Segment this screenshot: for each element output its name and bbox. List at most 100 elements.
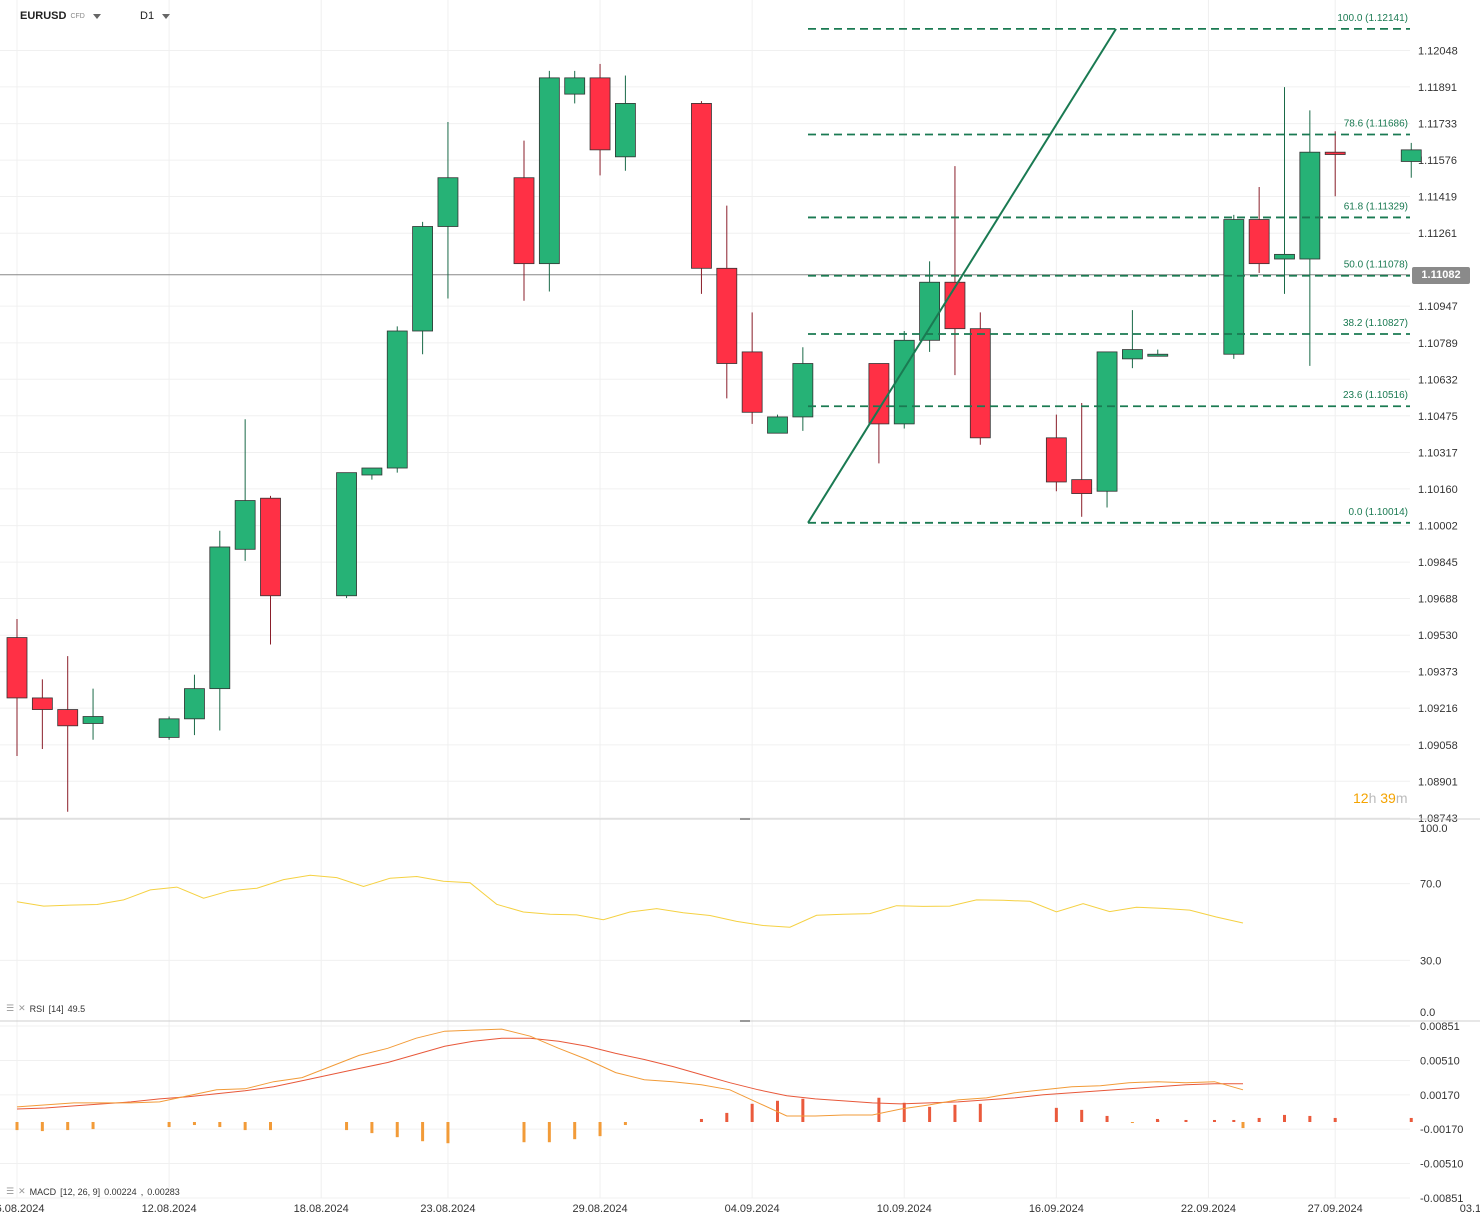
date-axis-tick-label: 18.08.2024: [294, 1203, 349, 1215]
candle-body-up: [336, 472, 357, 597]
price-axis-tick-label: 1.10160: [1418, 484, 1458, 496]
pane-resize-handle[interactable]: [740, 818, 750, 820]
date-axis-tick-label: 06.08.2024: [0, 1203, 45, 1215]
macd-histogram-bar: [1105, 1115, 1109, 1122]
macd-params: [12, 26, 9]: [60, 1186, 101, 1197]
price-axis-tick-label: 1.10475: [1418, 411, 1458, 423]
countdown-minutes: 39: [1380, 790, 1396, 806]
candle-body-up: [1096, 351, 1118, 492]
rsi-name: RSI: [29, 1003, 45, 1014]
candle-countdown: 12h 39m: [1353, 790, 1408, 806]
candle: [1096, 351, 1118, 508]
macd-histogram-bar: [623, 1122, 627, 1126]
candle-body-up: [1147, 353, 1169, 357]
macd-histogram-bar: [699, 1118, 703, 1122]
macd-histogram-bar: [1184, 1119, 1188, 1122]
chevron-down-icon[interactable]: [162, 13, 171, 19]
chevron-down-icon[interactable]: [92, 13, 101, 19]
candle-body-down: [57, 709, 79, 727]
candle: [868, 363, 890, 464]
macd-histogram-bar: [269, 1122, 272, 1131]
candle: [564, 70, 586, 104]
candle: [209, 530, 231, 731]
candle-body-down: [6, 637, 28, 699]
macd-histogram-bar: [1308, 1115, 1312, 1122]
candle-body-up: [209, 546, 231, 690]
close-icon[interactable]: ✕: [18, 1186, 26, 1196]
date-axis-tick-label: 29.08.2024: [573, 1203, 628, 1215]
candle-body-up: [82, 716, 104, 724]
candle-body-up: [564, 77, 586, 95]
macd-histogram-bar: [1155, 1118, 1159, 1122]
macd-histogram-bar: [573, 1122, 577, 1140]
candle: [538, 70, 560, 292]
candle: [792, 347, 814, 431]
macd-value: 0.00224: [104, 1186, 137, 1197]
fib-level-label: 23.6 (1.10516): [1343, 390, 1408, 401]
macd-histogram-bar: [877, 1097, 881, 1122]
price-axis-tick-label: 1.10947: [1418, 301, 1458, 313]
symbol-selector[interactable]: EURUSD CFD: [20, 10, 101, 22]
timeframe-selector[interactable]: D1: [140, 10, 171, 22]
price-axis-tick-label: 1.11733: [1418, 119, 1457, 131]
candle-body-up: [1274, 253, 1295, 260]
macd-histogram-bar: [1283, 1114, 1286, 1122]
candle-body-down: [868, 363, 890, 425]
rsi-axis-tick-label: 100.0: [1420, 823, 1448, 835]
rsi-params: [14]: [48, 1003, 64, 1014]
price-axis-tick-label: 1.10317: [1418, 447, 1458, 459]
candle-body-down: [260, 497, 281, 597]
candle: [969, 312, 991, 445]
candle: [57, 656, 79, 812]
candle-body-up: [234, 500, 256, 550]
symbol-label: EURUSD: [20, 10, 67, 22]
candle-body-down: [691, 103, 712, 269]
fib-trend-line: [807, 28, 1117, 524]
current-price-tag: 1.11082: [1412, 266, 1470, 284]
price-axis-tick-label: 1.10002: [1418, 521, 1458, 533]
price-axis-tick-label: 1.09373: [1418, 667, 1458, 679]
candle: [6, 618, 28, 756]
candle-body-up: [158, 718, 180, 738]
candle-body-up: [184, 688, 205, 720]
date-axis-tick-label: 12.08.2024: [142, 1203, 197, 1215]
macd-signal-line: [16, 1037, 1243, 1110]
menu-icon[interactable]: ☰: [6, 1003, 15, 1013]
candle-body-down: [1071, 479, 1093, 494]
macd-histogram-bar: [1232, 1119, 1236, 1122]
macd-histogram-bar: [1212, 1119, 1216, 1122]
macd-name: MACD: [29, 1186, 57, 1197]
macd-histogram-bar: [421, 1122, 425, 1142]
macd-axis-tick-label: -0.00170: [1420, 1124, 1463, 1136]
candle: [1400, 142, 1422, 178]
candle-body-up: [1223, 219, 1245, 355]
countdown-hours: 12: [1353, 790, 1369, 806]
macd-histogram-bar: [522, 1122, 526, 1143]
menu-icon[interactable]: ☰: [6, 1186, 15, 1196]
candle: [589, 63, 611, 176]
candle-body-down: [716, 267, 738, 364]
date-axis-tick-label: 27.09.2024: [1308, 1203, 1363, 1215]
price-axis-tick-label: 1.10632: [1418, 374, 1458, 386]
candle-body-up: [893, 339, 915, 425]
candle-body-up: [919, 281, 940, 341]
candle: [691, 101, 712, 294]
candle-body-up: [792, 363, 814, 418]
candle: [31, 679, 53, 750]
candle: [158, 716, 180, 740]
timeframe-label: D1: [140, 10, 155, 22]
price-axis-tick-label: 1.09530: [1418, 630, 1458, 642]
macd-histogram-bar: [1130, 1122, 1134, 1124]
candle: [412, 221, 434, 355]
close-icon[interactable]: ✕: [18, 1003, 26, 1013]
macd-axis-tick-label: 0.00510: [1420, 1055, 1460, 1067]
price-axis-tick-label: 1.10789: [1418, 338, 1458, 350]
macd-histogram-bar: [91, 1122, 95, 1130]
pane-resize-handle[interactable]: [740, 1020, 750, 1022]
candle: [82, 688, 104, 740]
macd-histogram-bar: [345, 1122, 349, 1131]
macd-legend: ☰ ✕ MACD [12, 26, 9] 0.00224, 0.00283: [6, 1186, 180, 1197]
rsi-axis-tick-label: 0.0: [1420, 1007, 1435, 1019]
candle: [944, 166, 966, 376]
